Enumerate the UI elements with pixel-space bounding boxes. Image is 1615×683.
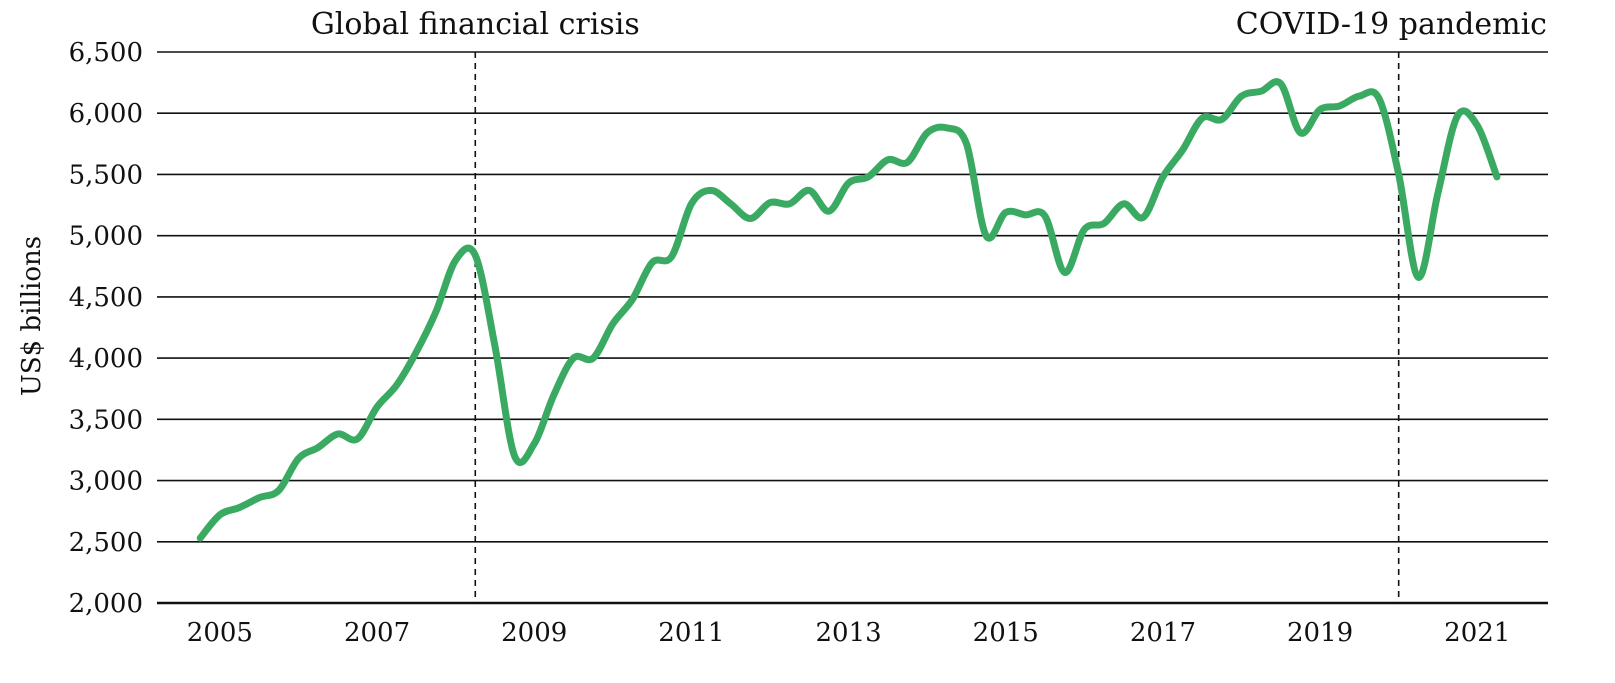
y-tick-label: 4,500 — [69, 283, 143, 313]
y-axis-label: US$ billions — [17, 236, 47, 396]
x-tick-label: 2011 — [658, 618, 724, 648]
x-tick-label: 2009 — [501, 618, 567, 648]
x-tick-label: 2013 — [815, 618, 881, 648]
y-tick-label: 3,500 — [69, 405, 143, 435]
y-tick-label: 2,500 — [69, 528, 143, 558]
y-tick-label: 6,500 — [69, 38, 143, 68]
y-tick-label: 4,000 — [69, 344, 143, 374]
gridlines — [157, 51, 1548, 605]
x-tick-label: 2007 — [344, 618, 410, 648]
annotation-label: Global financial crisis — [311, 7, 640, 42]
x-axis-ticks: 2005 2007 2009 2011 2013 2015 2017 2019 2021 — [187, 618, 1511, 648]
annotation-label: COVID-19 pandemic — [1236, 7, 1547, 42]
x-tick-label: 2015 — [973, 618, 1039, 648]
x-tick-label: 2017 — [1130, 618, 1196, 648]
y-tick-label: 6,000 — [69, 99, 143, 129]
y-axis-ticks: 2,000 2,500 3,000 3,500 4,000 4,500 5,000 5,500… — [69, 38, 143, 619]
x-tick-label: 2019 — [1287, 618, 1353, 648]
y-tick-label: 5,000 — [69, 222, 143, 252]
x-tick-label: 2021 — [1444, 618, 1510, 648]
y-tick-label: 5,500 — [69, 160, 143, 190]
x-tick-label: 2005 — [187, 618, 253, 648]
series-line — [196, 78, 1501, 542]
y-tick-label: 3,000 — [69, 467, 143, 497]
event-annotations: Global financial crisis COVID-19 pandemic — [311, 7, 1547, 603]
series-group — [196, 78, 1501, 542]
y-tick-label: 2,000 — [69, 589, 143, 619]
